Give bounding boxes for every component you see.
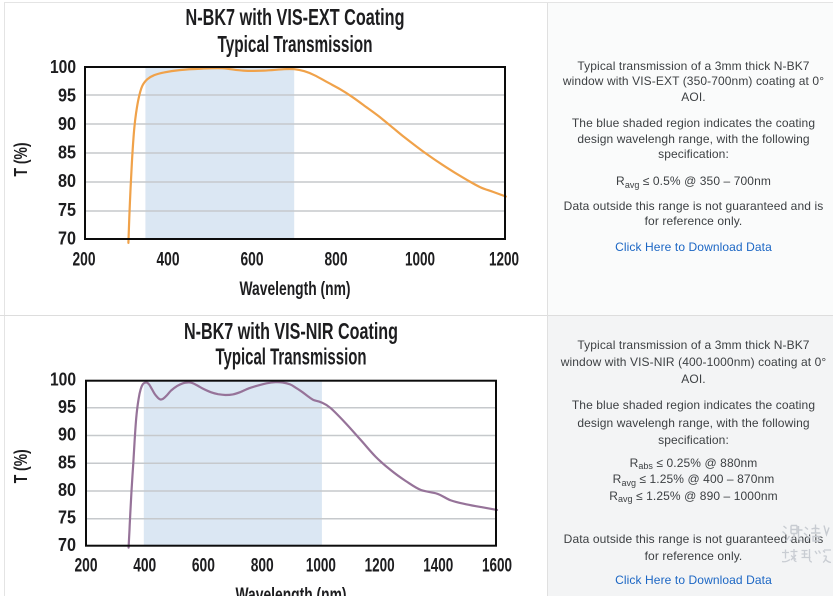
svg-text:85: 85 <box>58 452 76 472</box>
svg-text:1400: 1400 <box>423 555 453 577</box>
svg-text:Typical Transmission: Typical Transmission <box>218 31 373 57</box>
svg-text:90: 90 <box>58 114 76 134</box>
svg-text:80: 80 <box>58 480 76 500</box>
svg-text:1200: 1200 <box>365 555 395 577</box>
svg-text:1600: 1600 <box>482 555 512 577</box>
svg-text:Wavelength (nm): Wavelength (nm) <box>240 279 351 300</box>
svg-text:600: 600 <box>192 555 215 577</box>
svg-text:70: 70 <box>58 228 76 248</box>
svg-text:1000: 1000 <box>405 249 435 271</box>
svg-text:100: 100 <box>50 57 76 77</box>
svg-text:N-BK7 with VIS-NIR Coating: N-BK7 with VIS-NIR Coating <box>184 318 398 344</box>
svg-text:75: 75 <box>58 200 76 220</box>
svg-text:100: 100 <box>50 370 76 390</box>
svg-text:1200: 1200 <box>489 249 519 271</box>
svg-text:75: 75 <box>58 507 76 527</box>
svg-text:T (%): T (%) <box>11 143 31 177</box>
svg-text:70: 70 <box>58 535 76 555</box>
svg-text:80: 80 <box>58 171 76 191</box>
svg-text:600: 600 <box>241 249 264 271</box>
svg-text:400: 400 <box>157 249 180 271</box>
svg-text:800: 800 <box>325 249 348 271</box>
svg-text:N-BK7 with VIS-EXT Coating: N-BK7 with VIS-EXT Coating <box>186 4 405 30</box>
svg-text:800: 800 <box>251 555 274 577</box>
svg-text:Wavelength (nm): Wavelength (nm) <box>236 585 347 596</box>
svg-text:T (%): T (%) <box>11 449 31 483</box>
svg-text:200: 200 <box>75 555 98 577</box>
svg-text:90: 90 <box>58 425 76 445</box>
svg-text:1000: 1000 <box>306 555 336 577</box>
svg-text:Typical Transmission: Typical Transmission <box>216 343 367 369</box>
svg-text:200: 200 <box>73 249 96 271</box>
svg-text:95: 95 <box>58 397 76 417</box>
svg-text:85: 85 <box>58 143 76 163</box>
svg-text:95: 95 <box>58 85 76 105</box>
svg-text:400: 400 <box>133 555 156 577</box>
